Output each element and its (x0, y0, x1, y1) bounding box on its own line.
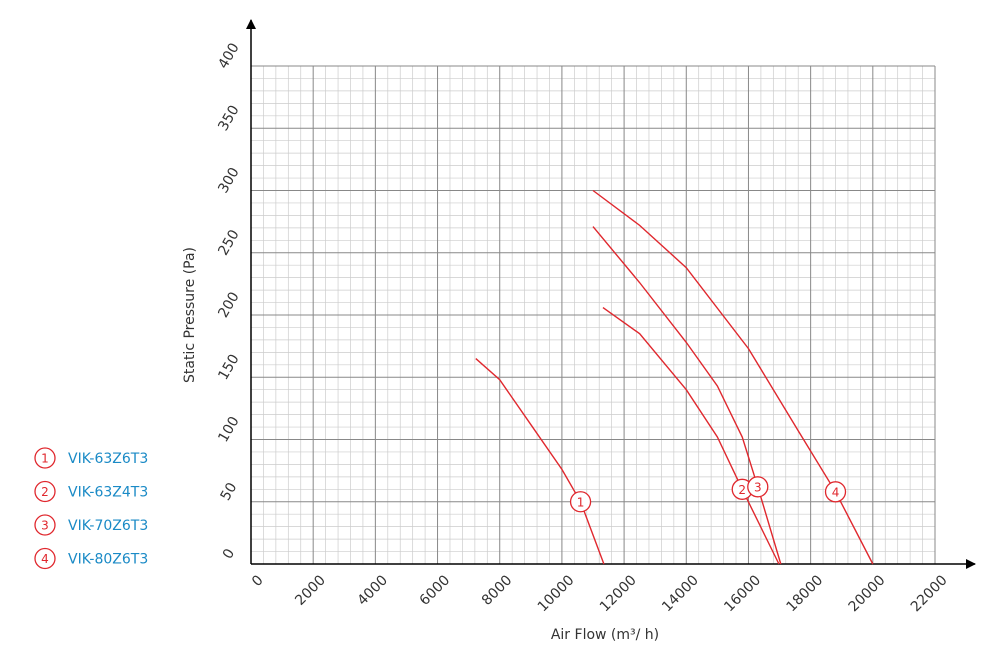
x-tick-label: 14000 (659, 572, 702, 615)
series-marker-circle (34, 480, 56, 503)
series-marker-label: 3 (41, 519, 49, 533)
y-tick-label: 250 (215, 227, 242, 258)
y-tick-label: 0 (220, 546, 238, 562)
series-marker-label: 1 (577, 495, 585, 509)
series-marker-circle (747, 476, 769, 498)
x-tick-label: 8000 (479, 572, 516, 609)
y-axis-label: Static Pressure (Pa) (182, 247, 198, 383)
grid (250, 65, 936, 565)
y-tick-label: 300 (215, 165, 242, 196)
x-tick-label: 16000 (721, 572, 764, 615)
series-marker-label: 1 (41, 452, 49, 466)
series-marker-label: 4 (41, 552, 49, 566)
y-tick-label: 400 (215, 40, 242, 71)
series-marker-label: 2 (738, 483, 746, 497)
y-tick-label: 350 (215, 103, 242, 134)
series-line (592, 226, 782, 565)
y-tick-label: 100 (215, 414, 242, 445)
y-tick-label: 50 (218, 480, 241, 503)
x-tick-label: 22000 (908, 572, 951, 615)
series-marker-label: 4 (832, 485, 840, 499)
x-tick-label: 20000 (846, 572, 889, 615)
x-axis-label: Air Flow (m³/ h) (551, 627, 659, 643)
x-tick-label: 10000 (535, 572, 578, 615)
x-tick-label: 12000 (597, 572, 640, 615)
legend-label: VIK-63Z6T3 (68, 451, 148, 467)
y-tick-label: 150 (215, 352, 242, 383)
x-tick-label: 6000 (417, 572, 454, 609)
series-marker-label: 2 (41, 485, 49, 499)
series-marker-circle (34, 447, 56, 469)
series-marker-circle (824, 481, 847, 503)
series-line (475, 358, 605, 565)
x-tick-label: 18000 (783, 572, 826, 615)
legend-label: VIK-70Z6T3 (68, 518, 148, 534)
x-tick-label: 0 (249, 572, 267, 590)
legend-label: VIK-80Z6T3 (68, 552, 148, 568)
x-tick-label: 4000 (355, 572, 392, 609)
series-marker-circle (34, 514, 56, 536)
series-marker-circle (34, 547, 56, 570)
legend-label: VIK-63Z4T3 (68, 485, 148, 501)
series-marker-circle (569, 491, 592, 513)
series-line (602, 306, 780, 565)
y-tick-label: 200 (215, 289, 242, 320)
series-marker-label: 3 (754, 480, 762, 494)
x-tick-label: 2000 (292, 572, 329, 609)
